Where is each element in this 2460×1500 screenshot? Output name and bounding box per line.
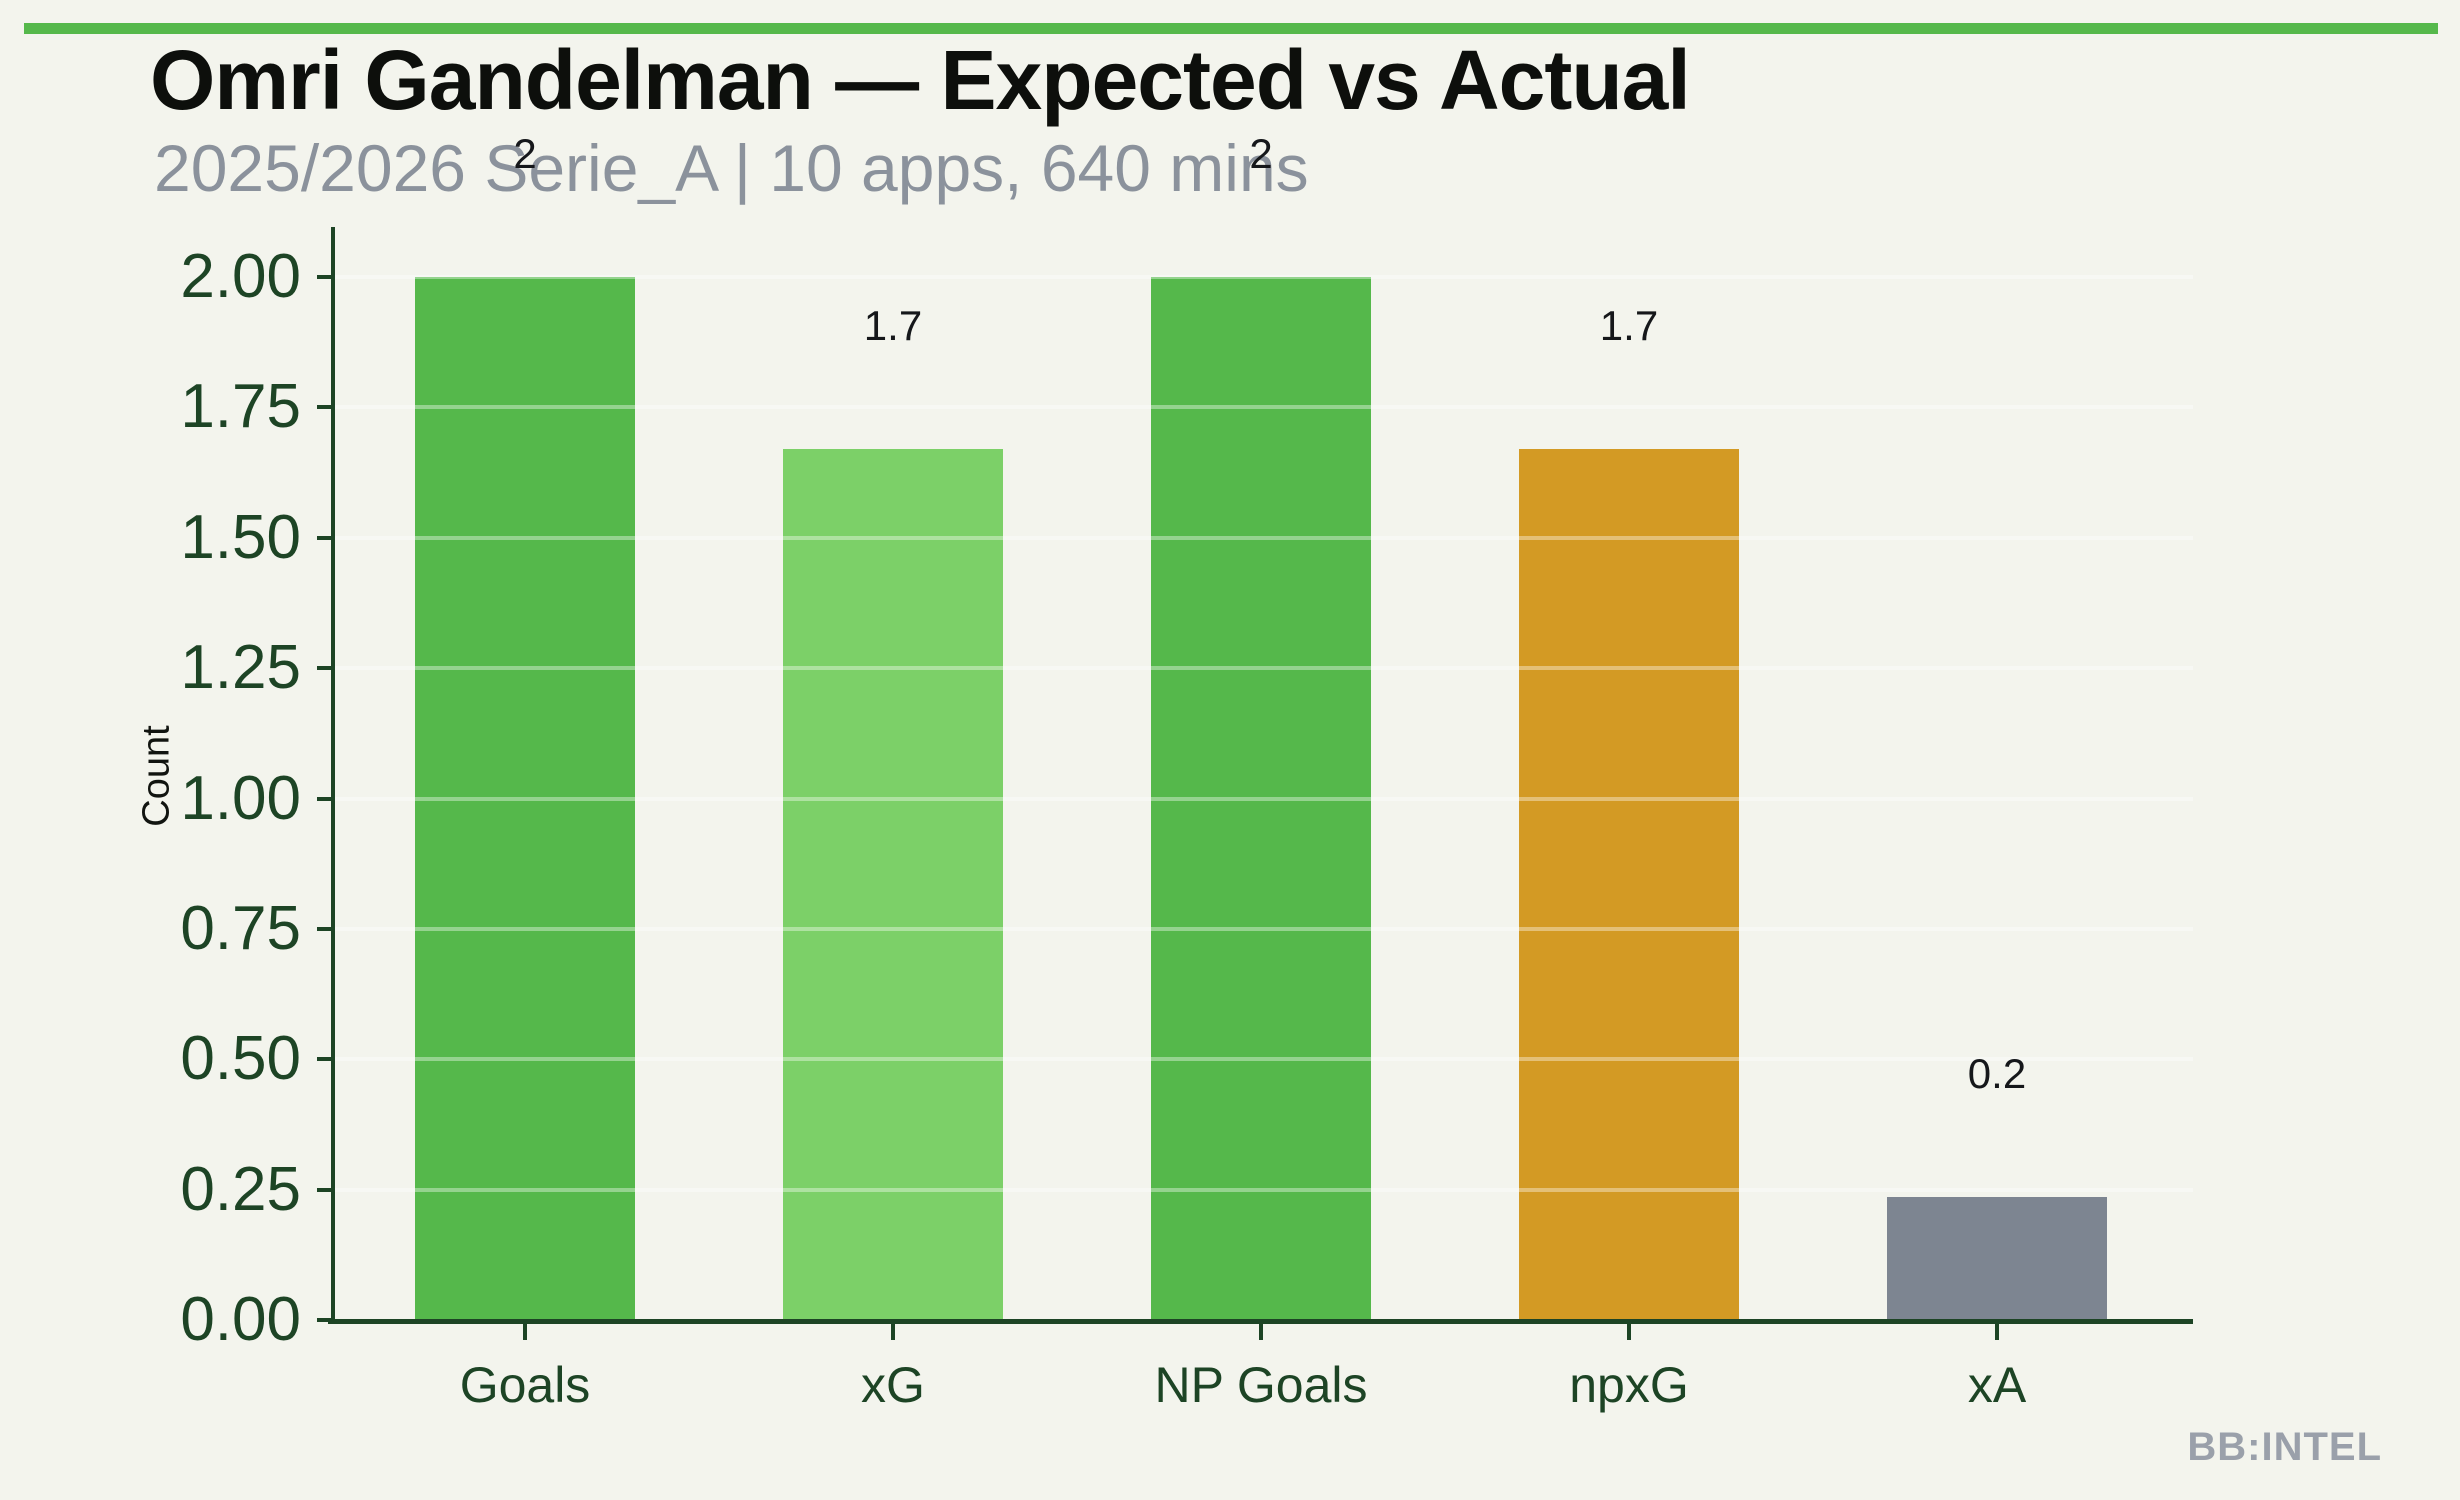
y-tick-label: 2.00	[180, 242, 301, 311]
bar-xa	[1887, 1197, 2107, 1320]
gridline	[331, 275, 2193, 279]
y-tick-label: 0.75	[180, 893, 301, 963]
chart-subtitle: 2025/2026 Serie_A | 10 apps, 640 mins	[154, 131, 1309, 205]
y-tick-mark	[317, 926, 331, 931]
y-tick-label: 0.25	[180, 1154, 301, 1224]
top-accent-strip	[24, 23, 2438, 34]
y-tick-mark	[317, 535, 331, 540]
x-tick-label-xg: xG	[861, 1357, 925, 1413]
bar-npxg	[1519, 449, 1739, 1320]
bar-xg	[783, 449, 1003, 1320]
chart-title: Omri Gandelman — Expected vs Actual	[150, 33, 1691, 127]
gridline	[331, 405, 2193, 410]
y-axis-label: Count	[135, 725, 178, 827]
bar-goals	[415, 277, 635, 1320]
x-tick-mark	[1995, 1324, 1999, 1340]
x-tick-label-npxg: npxG	[1569, 1357, 1689, 1413]
y-tick-label: 1.50	[180, 502, 301, 572]
x-tick-mark	[1627, 1324, 1631, 1340]
gridline	[331, 666, 2193, 671]
y-tick-mark	[317, 666, 331, 671]
bar-value-label: 0.2	[1967, 1050, 2027, 1098]
x-tick-label-xa: xA	[1967, 1357, 2027, 1413]
gridline	[331, 1187, 2193, 1192]
x-tick-mark	[891, 1324, 895, 1340]
x-tick-label-goals: Goals	[459, 1357, 591, 1413]
bar-value-label: 1.7	[1599, 302, 1659, 350]
x-tick-mark	[523, 1324, 527, 1340]
y-tick-label: 1.00	[180, 763, 301, 833]
y-tick-mark	[317, 275, 331, 279]
y-tick-label: 1.25	[180, 633, 301, 703]
bar-value-label: 1.7	[863, 302, 923, 350]
y-tick-label: 0.50	[180, 1024, 301, 1094]
y-tick-mark	[317, 1057, 331, 1062]
bar-value-label: 2	[1249, 130, 1273, 177]
watermark-text: BB:INTEL	[2187, 1425, 2382, 1469]
y-tick-mark	[317, 1318, 331, 1322]
y-tick-mark	[317, 796, 331, 801]
x-tick-label-np-goals: NP Goals	[1154, 1357, 1368, 1413]
gridline	[331, 796, 2193, 801]
x-axis-line	[328, 1319, 2193, 1324]
x-tick-mark	[1259, 1324, 1263, 1340]
bar-np-goals	[1151, 277, 1371, 1320]
y-tick-label: 0.00	[180, 1285, 301, 1354]
y-tick-mark	[317, 405, 331, 410]
gridline	[331, 535, 2193, 540]
y-tick-mark	[317, 1187, 331, 1192]
y-axis-line	[331, 227, 335, 1324]
y-tick-label: 1.75	[180, 372, 301, 442]
gridline	[331, 1057, 2193, 1062]
gridline	[331, 926, 2193, 931]
bar-value-label: 2	[513, 130, 537, 177]
